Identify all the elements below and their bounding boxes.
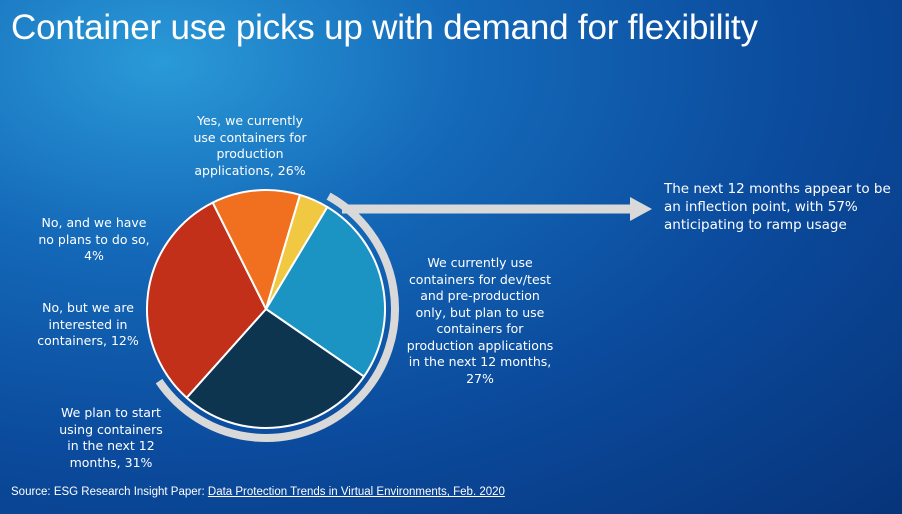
slice-label-plan: We plan to start using containers in the… (59, 405, 163, 470)
slice-yes-production (265, 206, 386, 378)
slice-label-interested: No, but we are interested in containers,… (37, 300, 139, 348)
slice-label-devtest: We currently use containers for dev/test… (406, 255, 554, 386)
slice-label-yes: Yes, we currently use containers for pro… (193, 113, 307, 178)
slice-label-no-plans: No, and we have no plans to do so, 4% (38, 215, 150, 263)
callout-arrow (342, 197, 652, 221)
bracket-arc (155, 192, 399, 442)
source-prefix: Source: ESG Research Insight Paper: (11, 486, 208, 498)
slice-devtest-preprod (185, 308, 365, 429)
source-citation: Source: ESG Research Insight Paper: Data… (11, 486, 505, 498)
page-title: Container use picks up with demand for f… (11, 8, 758, 47)
slice-interested (211, 189, 301, 310)
source-link[interactable]: Data Protection Trends in Virtual Enviro… (207, 486, 505, 498)
insight-text: The next 12 months appear to be an infle… (664, 181, 891, 233)
slice-no-plans (265, 193, 329, 310)
